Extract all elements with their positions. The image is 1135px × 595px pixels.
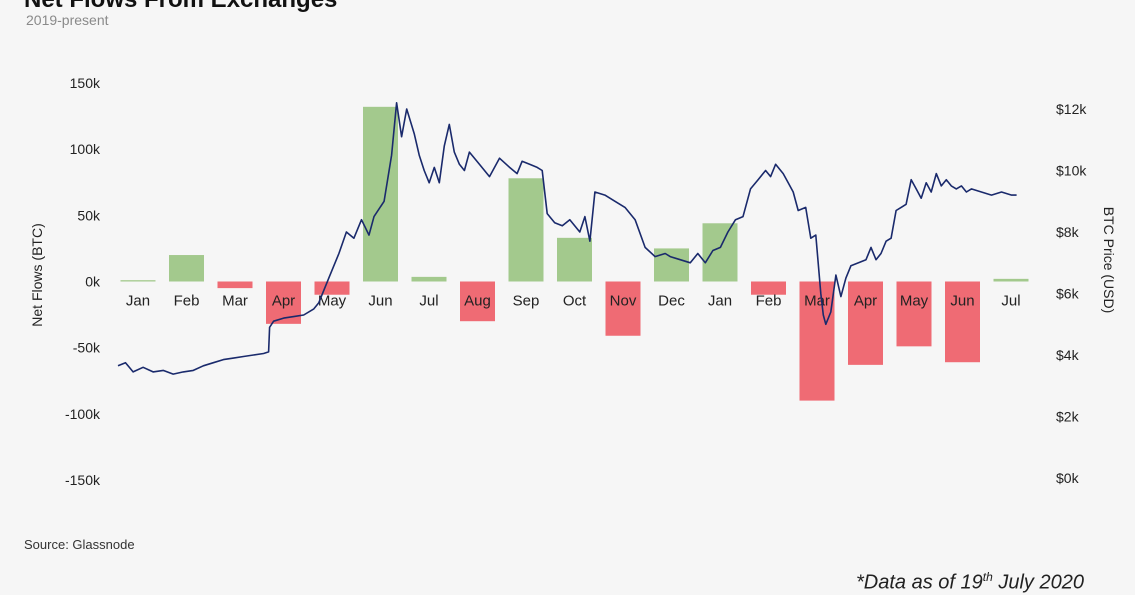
btc-price-line xyxy=(117,102,1017,375)
left-axis-title: Net Flows (BTC) xyxy=(29,223,45,326)
data-date-footnote: *Data as of 19th July 2020 xyxy=(856,570,1084,595)
right-tick-1: $10k xyxy=(1056,163,1087,179)
month-label-12: Jan xyxy=(708,293,732,310)
month-label-9: Oct xyxy=(563,293,587,310)
flow-bar-6 xyxy=(411,276,447,282)
left-tick-2: 50k xyxy=(77,207,101,223)
flow-bar-11 xyxy=(654,248,689,282)
right-axis-title: BTC Price (USD) xyxy=(1101,207,1117,314)
flow-bar-7 xyxy=(460,281,495,322)
month-label-2: Mar xyxy=(222,293,248,310)
right-tick-4: $4k xyxy=(1056,347,1080,363)
right-tick-3: $6k xyxy=(1056,286,1080,302)
source-note: Source: Glassnode xyxy=(24,537,135,552)
flow-bar-0 xyxy=(120,280,156,282)
month-label-7: Aug xyxy=(464,293,491,310)
right-tick-2: $8k xyxy=(1056,224,1080,240)
flow-bar-14 xyxy=(799,281,835,401)
flow-bar-13 xyxy=(751,281,786,295)
chart-title: Net Flows From Exchanges xyxy=(24,0,337,14)
flow-bar-9 xyxy=(557,237,592,282)
flow-bar-16 xyxy=(896,281,932,347)
month-label-6: Jul xyxy=(419,293,438,310)
flow-bar-10 xyxy=(605,281,641,336)
flow-bar-8 xyxy=(508,178,544,282)
month-label-0: Jan xyxy=(126,293,150,310)
right-axis-ticks: $12k $10k $8k $6k $4k $2k $0k xyxy=(1056,101,1087,486)
month-label-14: Mar xyxy=(804,293,830,310)
month-label-17: Jun xyxy=(950,293,974,310)
month-label-3: Apr xyxy=(272,293,295,310)
left-tick-4: -50k xyxy=(73,340,101,356)
left-tick-1: 100k xyxy=(70,141,101,157)
right-tick-6: $0k xyxy=(1056,470,1080,486)
flow-bar-18 xyxy=(993,278,1029,282)
footnote-suffix: July 2020 xyxy=(992,571,1084,594)
month-label-5: Jun xyxy=(368,293,392,310)
left-tick-0: 150k xyxy=(70,75,101,91)
month-label-13: Feb xyxy=(756,293,782,310)
month-label-4: May xyxy=(318,293,347,310)
flow-bar-15 xyxy=(848,281,883,365)
month-label-10: Nov xyxy=(610,293,637,310)
right-tick-5: $2k xyxy=(1056,409,1080,425)
chart-subtitle: 2019-present xyxy=(26,12,109,28)
month-label-8: Sep xyxy=(513,293,540,310)
month-label-1: Feb xyxy=(174,293,200,310)
flow-bar-1 xyxy=(169,255,204,282)
left-tick-5: -100k xyxy=(65,406,101,422)
month-label-16: May xyxy=(900,293,929,310)
month-labels: Jan Feb Mar Apr May Jun Jul Aug Sep Oct Nov Dec Jan F… xyxy=(126,293,1021,310)
bar-series xyxy=(120,106,1029,401)
flow-bar-2 xyxy=(217,281,253,289)
right-tick-0: $12k xyxy=(1056,101,1087,117)
left-tick-3: 0k xyxy=(85,274,101,290)
footnote-sup: th xyxy=(982,570,993,584)
month-label-15: Apr xyxy=(854,293,877,310)
left-axis-ticks: 150k 100k 50k 0k -50k -100k -150k xyxy=(65,75,101,488)
footnote-prefix: *Data as of 19 xyxy=(856,571,983,594)
month-label-18: Jul xyxy=(1001,293,1020,310)
flow-bar-12 xyxy=(702,223,738,282)
flow-bar-5 xyxy=(363,106,398,282)
month-label-11: Dec xyxy=(658,293,685,310)
left-tick-6: -150k xyxy=(65,472,101,488)
flow-bar-17 xyxy=(945,281,980,363)
